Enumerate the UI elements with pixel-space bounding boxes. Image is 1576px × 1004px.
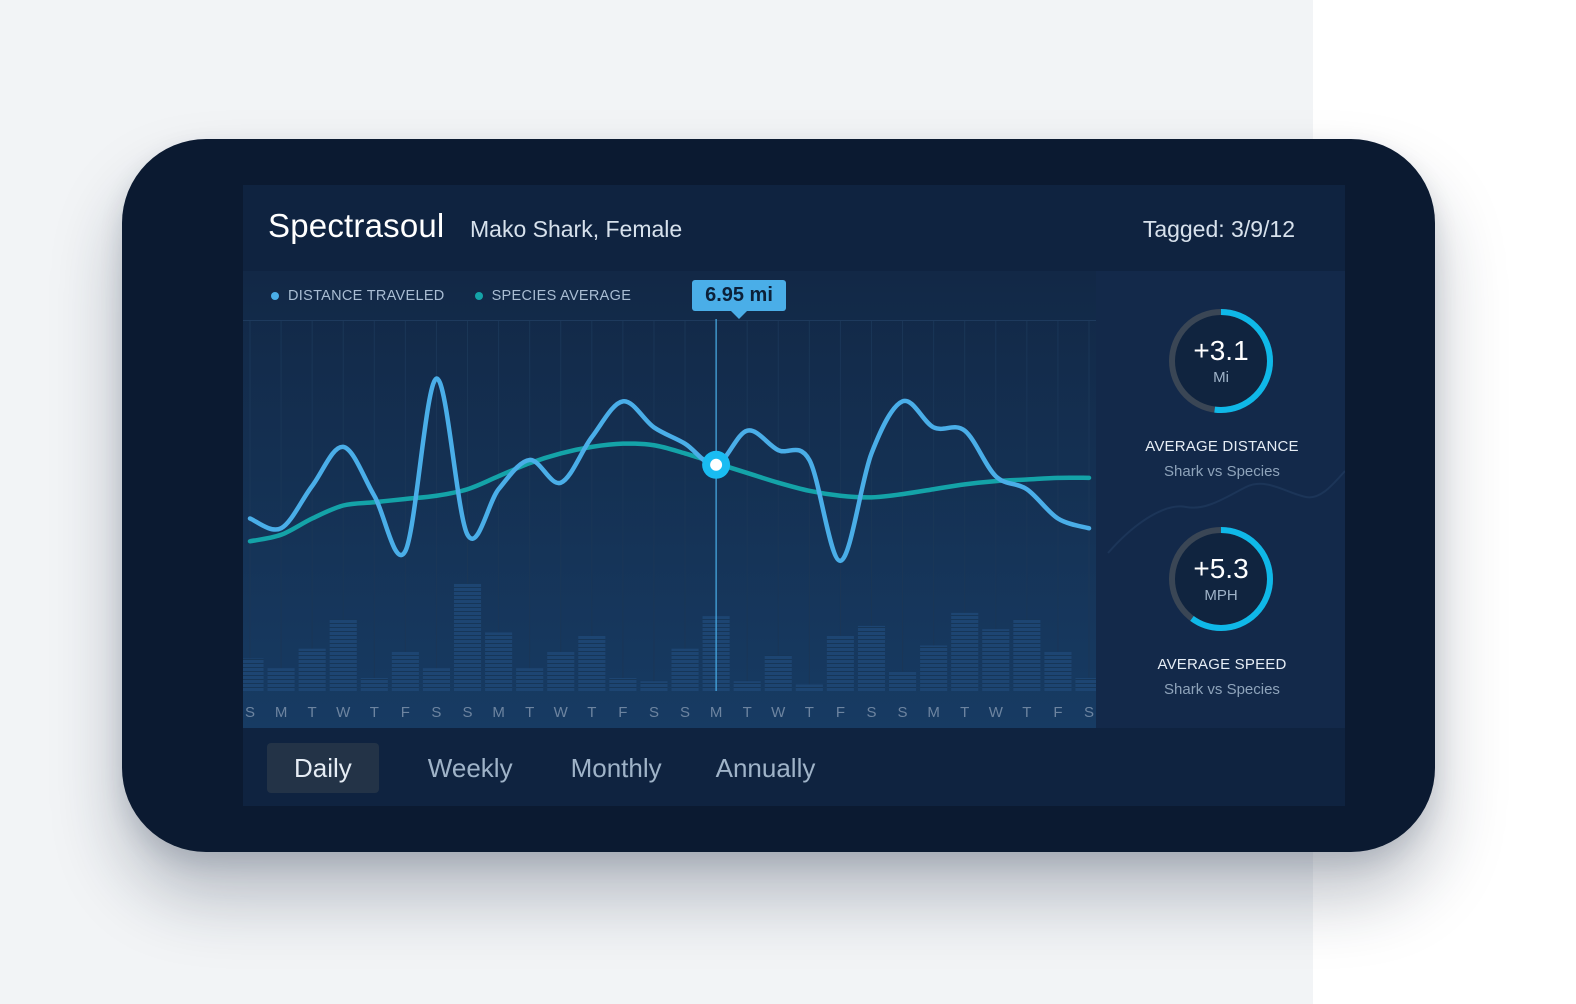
average-speed-value: +5.3 xyxy=(1193,553,1249,584)
legend-dot-distance xyxy=(271,292,279,300)
x-tick-label: T xyxy=(587,704,596,721)
x-tick-label: T xyxy=(743,704,752,721)
x-tick-label: M xyxy=(275,704,288,721)
species-average-line xyxy=(247,441,1092,544)
x-tick-label: M xyxy=(927,704,940,721)
x-tick-label: F xyxy=(836,704,845,721)
activity-bar xyxy=(795,684,823,691)
x-tick-label: F xyxy=(401,704,410,721)
activity-bar xyxy=(243,658,264,691)
activity-bar xyxy=(951,612,979,691)
period-tabs: Daily Weekly Monthly Annually xyxy=(267,743,842,793)
x-tick-label: T xyxy=(805,704,814,721)
speed-ring-progress xyxy=(1169,527,1273,631)
legend-dot-species xyxy=(474,292,483,300)
x-tick-label: M xyxy=(710,704,723,721)
average-distance-unit: Mi xyxy=(1213,369,1229,386)
x-tick-label: T xyxy=(308,704,317,721)
activity-bar xyxy=(578,635,606,691)
average-speed-unit: MPH xyxy=(1204,587,1238,604)
activity-bar xyxy=(298,648,326,691)
stats-panel: +3.1 Mi AVERAGE DISTANCE Shark vs Specie… xyxy=(1096,271,1345,728)
cursor-point[interactable] xyxy=(710,458,723,471)
speed-ring xyxy=(1169,527,1273,631)
shark-description: Mako Shark, Female xyxy=(470,216,683,242)
page-title: Spectrasoul xyxy=(268,207,445,244)
tab-daily[interactable]: Daily xyxy=(267,743,379,793)
average-distance-sub: Shark vs Species xyxy=(1164,463,1280,480)
x-tick-label: S xyxy=(463,704,473,721)
x-tick-label: S xyxy=(245,704,255,721)
x-tick-label: W xyxy=(554,704,569,721)
x-tick-label: T xyxy=(1022,704,1031,721)
activity-bar xyxy=(609,677,637,691)
x-tick-label: M xyxy=(492,704,505,721)
x-tick-label: W xyxy=(336,704,351,721)
x-tick-label: S xyxy=(649,704,659,721)
activity-bar xyxy=(516,668,544,691)
activity-bar xyxy=(671,648,699,691)
x-tick-label: S xyxy=(431,704,441,721)
activity-bar xyxy=(453,583,482,691)
activity-bar xyxy=(391,651,419,691)
period-bar: Daily Weekly Monthly Annually xyxy=(243,728,1345,806)
legend-label-distance: DISTANCE TRAVELED xyxy=(288,288,445,304)
distance-traveled-line xyxy=(247,376,1092,564)
activity-bar xyxy=(422,668,450,691)
activity-bar xyxy=(1075,677,1096,691)
average-distance-label: AVERAGE DISTANCE xyxy=(1145,438,1299,455)
activity-bar xyxy=(889,671,917,691)
side-decoration xyxy=(1107,470,1345,554)
value-tooltip: 6.95 mi xyxy=(692,280,786,319)
legend-label-species: SPECIES AVERAGE xyxy=(491,288,632,304)
legend-item-species[interactable]: SPECIES AVERAGE xyxy=(474,288,632,304)
distance-ring xyxy=(1169,309,1273,413)
average-speed-label: AVERAGE SPEED xyxy=(1157,656,1287,673)
activity-bar xyxy=(267,668,295,691)
tab-annually[interactable]: Annually xyxy=(715,752,816,783)
x-tick-label: W xyxy=(771,704,786,721)
activity-bar xyxy=(733,681,761,691)
legend-item-distance[interactable]: DISTANCE TRAVELED xyxy=(271,288,445,304)
tab-monthly[interactable]: Monthly xyxy=(570,752,662,783)
x-tick-label: T xyxy=(370,704,379,721)
activity-bar xyxy=(826,635,854,691)
distance-ring-progress xyxy=(1169,309,1273,413)
x-tick-label: W xyxy=(989,704,1004,721)
activity-bar xyxy=(857,625,886,691)
x-tick-label: S xyxy=(898,704,908,721)
header: Spectrasoul Mako Shark, Female Tagged: 3… xyxy=(243,185,1345,271)
activity-bar xyxy=(547,651,575,691)
x-tick-label: S xyxy=(1084,704,1094,721)
chart-legend: DISTANCE TRAVELED SPECIES AVERAGE xyxy=(271,288,631,304)
activity-bar xyxy=(1013,619,1041,691)
dashboard-screen: Spectrasoul Mako Shark, Female Tagged: 3… xyxy=(243,185,1345,806)
average-speed-sub: Shark vs Species xyxy=(1164,681,1280,698)
tab-weekly[interactable]: Weekly xyxy=(427,752,513,783)
x-tick-label: F xyxy=(1053,704,1062,721)
activity-bar xyxy=(485,632,513,691)
x-tick-label: T xyxy=(960,704,969,721)
activity-bar xyxy=(920,645,948,691)
activity-bar xyxy=(1044,651,1072,691)
average-distance-value: +3.1 xyxy=(1193,335,1249,366)
distance-chart[interactable]: S M T W T F S S M T W T F S S M T W T F S S M T W T F S DISTANCE TR… xyxy=(243,271,1096,728)
tagged-date: Tagged: 3/9/12 xyxy=(1142,216,1295,242)
activity-bar xyxy=(329,619,357,691)
x-tick-label: S xyxy=(866,704,876,721)
activity-bar xyxy=(982,629,1010,691)
x-tick-label: F xyxy=(618,704,627,721)
activity-bar xyxy=(764,655,792,691)
activity-bar xyxy=(360,677,388,691)
activity-bar xyxy=(640,681,668,691)
x-tick-label: S xyxy=(680,704,690,721)
x-tick-label: T xyxy=(525,704,534,721)
